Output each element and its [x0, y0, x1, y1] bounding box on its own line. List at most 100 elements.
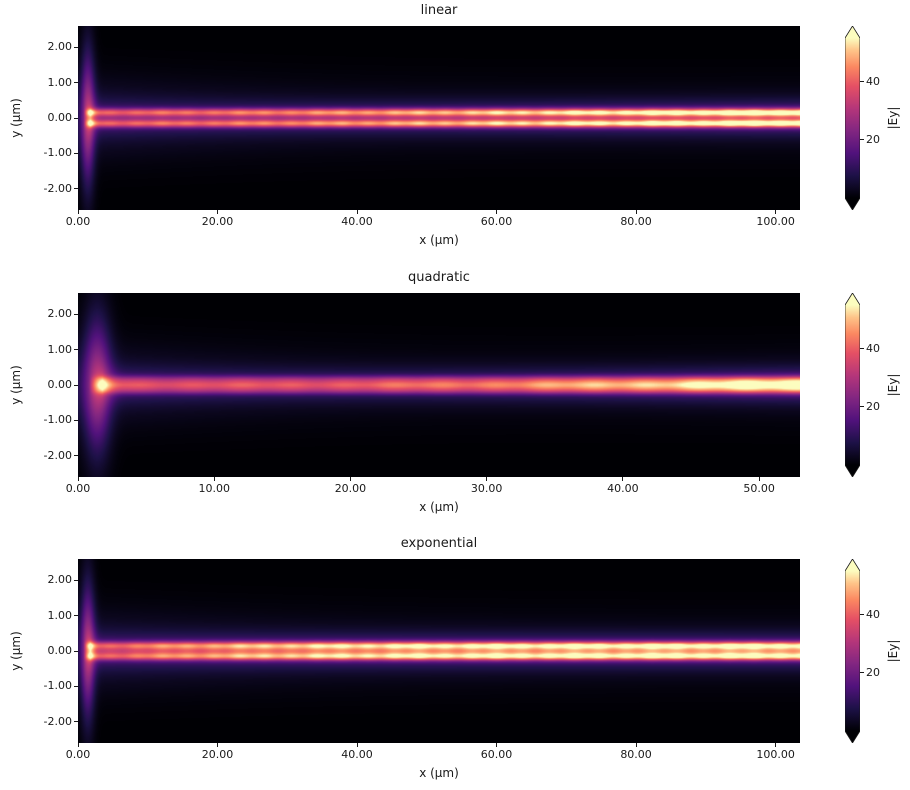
y-tick-mark: [74, 384, 78, 386]
x-tick-label: 100.00: [756, 748, 795, 761]
x-tick-label: 80.00: [620, 215, 652, 228]
x-tick-mark: [213, 477, 215, 481]
heatmap-image: [78, 26, 800, 210]
y-tick-label: 0.00: [47, 111, 73, 124]
x-tick-label: 10.00: [198, 482, 230, 495]
colorbar-tick-mark: [860, 81, 864, 83]
x-tick-label: 40.00: [341, 748, 373, 761]
colorbar-tick-mark: [860, 139, 864, 141]
y-tick-mark: [74, 721, 78, 723]
colorbar-tick-mark: [860, 406, 864, 408]
heatmap-image: [78, 293, 800, 477]
x-tick-mark: [77, 477, 79, 481]
x-tick-label: 20.00: [201, 748, 234, 761]
x-tick-mark: [356, 210, 358, 214]
subplot-exponential: exponential y (µm) x (µm) |Ey| 0.00 20.00…: [0, 533, 910, 790]
plot-title: linear: [420, 3, 458, 18]
x-axis-label: x (µm): [419, 766, 459, 780]
x-tick-mark: [217, 210, 219, 214]
colorbar-tick-label: 40: [866, 74, 880, 88]
y-tick-label: 2.00: [47, 307, 73, 321]
colorbar-tick-mark: [860, 672, 864, 674]
y-tick-label: -1.00: [43, 413, 72, 427]
colorbar-label: |Ey|: [886, 373, 900, 397]
x-tick-mark: [496, 210, 498, 214]
x-tick-label: 60.00: [480, 215, 513, 228]
y-axis-label: y (µm): [9, 631, 23, 671]
y-tick-label: -1.00: [43, 146, 72, 160]
plot-title: exponential: [400, 536, 478, 551]
colorbar-tick-label: 40: [866, 607, 880, 621]
y-tick-mark: [74, 188, 78, 190]
subplot-quadratic: quadratic y (µm) x (µm) |Ey| 0.00 10.00 20…: [0, 267, 910, 529]
x-tick-label: 40.00: [607, 482, 639, 495]
x-tick-mark: [77, 743, 79, 747]
colorbar-tick-mark: [860, 348, 864, 350]
y-tick-label: -2.00: [43, 714, 72, 728]
x-tick-mark: [758, 477, 760, 481]
x-tick-label: 40.00: [341, 215, 373, 228]
x-tick-mark: [356, 743, 358, 747]
x-tick-mark: [349, 477, 351, 481]
x-tick-label: 60.00: [480, 748, 513, 761]
x-tick-mark: [635, 210, 637, 214]
x-tick-label: 0.00: [65, 215, 91, 228]
y-tick-label: 2.00: [47, 573, 73, 587]
y-tick-mark: [74, 117, 78, 119]
x-tick-label: 80.00: [620, 748, 652, 761]
x-axis-label: x (µm): [419, 500, 459, 514]
colorbar-tick-label: 20: [866, 665, 880, 679]
heatmap-image: [78, 559, 800, 743]
y-tick-mark: [74, 46, 78, 48]
y-axis-label: y (µm): [9, 365, 23, 405]
y-tick-mark: [74, 685, 78, 687]
x-axis-label: x (µm): [419, 233, 459, 247]
y-tick-label: 1.00: [47, 608, 73, 622]
y-tick-mark: [74, 650, 78, 652]
y-tick-mark: [74, 152, 78, 154]
y-tick-label: 1.00: [47, 75, 73, 89]
colorbar: [844, 558, 861, 744]
subplot-linear: linear y (µm) x (µm) |Ey| 0.00 20.00 40.00…: [0, 0, 910, 262]
x-tick-label: 20.00: [334, 482, 367, 495]
y-tick-label: 0.00: [47, 644, 73, 657]
y-tick-mark: [74, 419, 78, 421]
y-tick-label: -2.00: [43, 181, 72, 195]
colorbar-tick-label: 40: [866, 341, 880, 355]
colorbar-tick-label: 20: [866, 132, 880, 146]
y-tick-label: -2.00: [43, 448, 72, 462]
y-tick-mark: [74, 615, 78, 617]
y-tick-mark: [74, 455, 78, 457]
colorbar: [844, 25, 861, 211]
x-tick-label: 20.00: [201, 215, 234, 228]
y-tick-label: -1.00: [43, 679, 72, 693]
colorbar-label: |Ey|: [886, 106, 900, 130]
x-tick-mark: [486, 477, 488, 481]
x-tick-mark: [775, 743, 777, 747]
x-tick-mark: [217, 743, 219, 747]
x-tick-label: 100.00: [756, 215, 795, 228]
x-tick-label: 0.00: [65, 748, 91, 761]
x-tick-mark: [635, 743, 637, 747]
y-tick-mark: [74, 82, 78, 84]
x-tick-mark: [496, 743, 498, 747]
colorbar-tick-label: 20: [866, 399, 880, 413]
x-tick-label: 50.00: [743, 482, 775, 495]
y-tick-mark: [74, 313, 78, 315]
colorbar-tick-mark: [860, 614, 864, 616]
colorbar-label: |Ey|: [886, 639, 900, 663]
y-tick-mark: [74, 349, 78, 351]
y-tick-label: 2.00: [47, 40, 73, 54]
x-tick-label: 30.00: [470, 482, 503, 495]
y-tick-label: 1.00: [47, 342, 73, 356]
colorbar: [844, 292, 861, 478]
x-tick-label: 0.00: [65, 482, 91, 495]
y-tick-mark: [74, 579, 78, 581]
x-tick-mark: [775, 210, 777, 214]
x-tick-mark: [77, 210, 79, 214]
x-tick-mark: [622, 477, 624, 481]
y-tick-label: 0.00: [47, 378, 73, 391]
plot-title: quadratic: [408, 270, 470, 285]
y-axis-label: y (µm): [9, 98, 23, 138]
